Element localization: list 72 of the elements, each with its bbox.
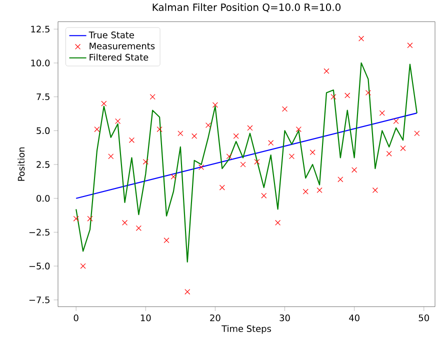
point: [150, 94, 156, 100]
point: [219, 184, 225, 190]
point: [414, 130, 420, 136]
point: [198, 164, 204, 170]
point: [393, 118, 399, 124]
point: [233, 133, 239, 139]
y-tick-label: −7.5: [29, 296, 50, 304]
point: [94, 126, 100, 132]
point: [142, 159, 148, 165]
point: [338, 176, 344, 182]
point: [108, 154, 114, 160]
y-tick-label: −5.0: [29, 262, 50, 270]
legend-label: Measurements: [90, 42, 155, 50]
chart-title: Kalman Filter Position Q=10.0 R=10.0: [152, 3, 341, 12]
point: [372, 188, 378, 194]
point: [379, 110, 385, 116]
point: [115, 118, 121, 124]
legend-label: True State: [88, 32, 134, 38]
y-tick-label: 0.0: [36, 195, 50, 202]
y-axis-title: Position: [18, 148, 25, 181]
point: [268, 140, 274, 146]
y-tick-label: 7.5: [36, 94, 50, 100]
point: [330, 94, 336, 100]
point: [310, 150, 316, 156]
line-series: [76, 62, 418, 263]
point: [136, 226, 142, 232]
point: [205, 122, 212, 128]
point: [128, 138, 135, 144]
y-tick-label: 12.5: [31, 26, 50, 33]
x-tick-label: 50: [418, 314, 429, 322]
point: [400, 146, 406, 152]
point: [344, 92, 350, 98]
x-axis-title: Time Steps: [222, 325, 272, 334]
point: [178, 130, 184, 136]
y-tick-label: 5.0: [36, 127, 50, 134]
point: [101, 100, 107, 107]
point: [184, 289, 190, 295]
x-tick-label: 0: [74, 314, 78, 322]
point: [316, 188, 322, 194]
point: [156, 126, 162, 132]
y-tick-label: 2.5: [36, 161, 50, 168]
point: [73, 216, 79, 222]
point: [122, 220, 128, 226]
point: [282, 106, 288, 112]
point: [87, 216, 93, 222]
point: [261, 193, 267, 199]
point: [352, 167, 358, 173]
y-tick-label: −2.5: [29, 228, 50, 236]
point: [164, 238, 170, 244]
point: [365, 90, 371, 96]
legend-label: Filtered State: [90, 54, 148, 61]
point: [226, 154, 232, 160]
point: [296, 126, 302, 132]
point: [212, 102, 218, 108]
x-tick-label: 10: [140, 314, 151, 322]
point: [275, 220, 281, 226]
point: [170, 174, 176, 180]
point: [358, 36, 364, 42]
point: [192, 133, 198, 139]
x-tick-label: 40: [349, 314, 360, 322]
point: [302, 188, 308, 195]
y-tick-label: 10.0: [31, 60, 50, 67]
x-tick-label: 30: [280, 314, 290, 322]
point: [288, 154, 294, 160]
point: [240, 162, 246, 168]
point: [407, 42, 413, 48]
point: [247, 125, 253, 131]
point: [254, 159, 260, 165]
point: [324, 68, 330, 74]
point: [386, 151, 392, 157]
point: [80, 263, 86, 269]
x-tick-label: 20: [210, 314, 220, 322]
